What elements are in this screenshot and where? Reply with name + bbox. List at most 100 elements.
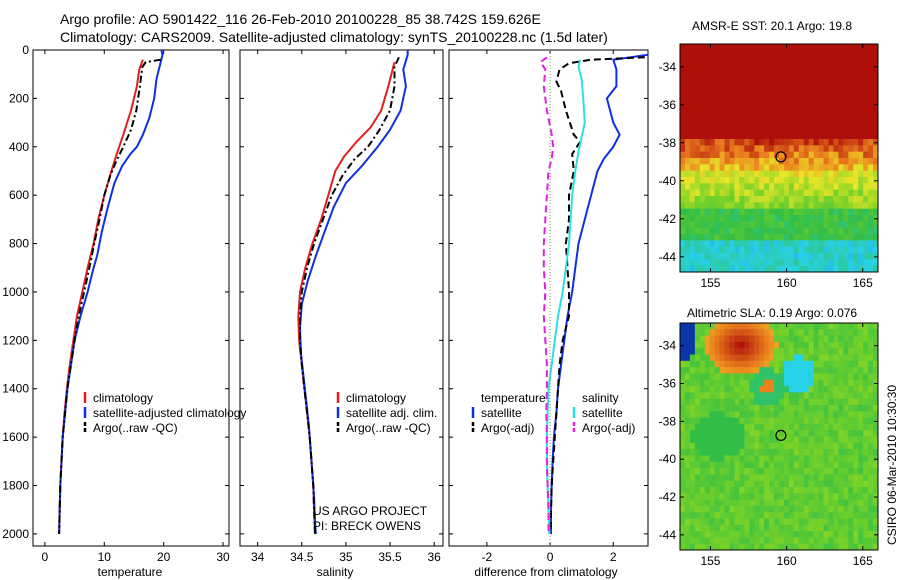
altimetric-sla-map-cell	[749, 404, 755, 412]
altimetric-sla-map-cell	[684, 392, 691, 400]
amsre-sst-map-cell	[853, 253, 859, 260]
altimetric-sla-map-cell	[793, 493, 800, 501]
amsre-sst-map-cell	[689, 69, 696, 77]
amsre-sst-map-cell	[714, 56, 721, 64]
altimetric-sla-map-cell	[818, 461, 825, 469]
amsre-sst-map-cell	[863, 69, 869, 77]
amsre-sst-map-cell	[734, 177, 740, 184]
amsre-sst-map-cell	[719, 94, 726, 102]
altimetric-sla-map-cell	[769, 480, 775, 488]
altimetric-sla-map-cell	[764, 341, 770, 349]
amsre-sst-map-cell	[709, 259, 716, 267]
figure-title-line2: Climatology: CARS2009. Satellite-adjuste…	[60, 29, 608, 45]
altimetric-sla-map-cell	[788, 430, 795, 438]
altimetric-sla-map-cell	[838, 505, 844, 513]
altimetric-sla-map-cell	[783, 398, 790, 406]
amsre-sst-map-cell	[858, 101, 864, 108]
amsre-sst-map-cell	[694, 139, 701, 146]
amsre-sst-map-cell	[808, 158, 815, 165]
altimetric-sla-map-cell	[734, 499, 740, 507]
altimetric-sla-map-cell	[749, 329, 755, 337]
altimetric-sla-map-cell	[699, 455, 706, 463]
amsre-sst-map-cell	[754, 113, 760, 121]
amsre-sst-map-cell	[779, 189, 785, 197]
altimetric-sla-map-cell	[754, 404, 760, 412]
amsre-sst-map-cell	[689, 126, 696, 134]
altimetric-sla-map-cell	[774, 474, 780, 482]
altimetric-sla-map-cell	[788, 468, 795, 475]
altimetric-sla-map-cell	[689, 449, 696, 457]
altimetric-sla-map-cell	[704, 518, 711, 526]
altimetric-sla-map-cell	[808, 493, 815, 501]
amsre-sst-map-cell	[868, 50, 874, 58]
amsre-sst-map-cell	[744, 107, 750, 115]
altimetric-sla-map-cell	[680, 436, 686, 444]
amsre-sst-map-cell	[729, 139, 736, 146]
altimetric-sla-map-cell	[863, 449, 869, 457]
amsre-sst-map-cell	[739, 113, 745, 121]
altimetric-sla-map-cell	[724, 329, 731, 337]
amsre-sst-map-cell	[863, 107, 869, 115]
altimetric-sla-map-cell	[843, 323, 849, 330]
amsre-sst-map-cell	[689, 44, 696, 51]
altimetric-sla-map-cell	[744, 392, 750, 400]
altimetric-sla-map-cell	[684, 499, 691, 507]
amsre-sst-map-cell	[759, 177, 765, 184]
amsre-sst-map-cell	[684, 139, 691, 146]
altimetric-sla-map-cell	[828, 486, 835, 494]
amsre-sst-map-cell	[704, 164, 711, 172]
amsre-sst-map-cell	[764, 196, 770, 203]
amsre-sst-map-cell	[779, 246, 785, 254]
amsre-sst-map-cell	[739, 253, 745, 260]
amsre-sst-map-cell	[868, 215, 874, 222]
amsre-sst-map-cell	[754, 246, 760, 254]
amsre-sst-map-cell	[873, 107, 878, 115]
amsre-sst-map-cell	[769, 227, 775, 235]
altimetric-sla-map-cell	[694, 379, 701, 387]
amsre-sst-map-cell	[759, 101, 765, 108]
amsre-sst-map-cell	[774, 265, 780, 272]
altimetric-sla-map-cell	[744, 335, 750, 343]
amsre-sst-map-cell	[808, 132, 815, 140]
altimetric-sla-map-cell	[754, 512, 760, 520]
amsre-sst-map-cell	[729, 164, 736, 172]
amsre-sst-map-cell	[729, 202, 736, 210]
altimetric-sla-map-cell	[734, 531, 740, 538]
altimetric-sla-map-cell	[818, 455, 825, 463]
amsre-sst-map-cell	[714, 132, 721, 140]
amsre-sst-map-cell	[684, 82, 691, 89]
amsre-sst-map-cell	[774, 50, 780, 58]
amsre-sst-map-cell	[798, 50, 805, 58]
amsre-sst-map-cell	[734, 120, 740, 127]
amsre-sst-map-cell	[853, 183, 859, 191]
amsre-sst-map-cell	[818, 196, 825, 203]
amsre-sst-map-cell	[808, 50, 815, 58]
altimetric-sla-map-cell	[729, 537, 736, 545]
amsre-sst-map-cell	[774, 145, 780, 153]
amsre-sst-map-cell	[779, 113, 785, 121]
amsre-sst-map-cell	[858, 177, 864, 184]
altimetric-sla-map-cell	[868, 468, 874, 475]
altimetric-sla-map-cell	[868, 386, 874, 393]
amsre-sst-map-cell	[734, 139, 740, 146]
altimetric-sla-map-cell	[853, 392, 859, 400]
altimetric-sla-map-cell	[709, 455, 716, 463]
altimetric-sla-map-cell	[684, 474, 691, 482]
amsre-sst-map-cell	[759, 139, 765, 146]
altimetric-sla-map-cell	[734, 386, 740, 393]
amsre-sst-map-cell	[793, 75, 800, 83]
amsre-sst-map-cell	[793, 221, 800, 229]
amsre-sst-map-cell	[808, 120, 815, 127]
amsre-sst-map-cell	[729, 177, 736, 184]
altimetric-sla-map-cell	[724, 442, 731, 450]
altimetric-sla-map-cell	[793, 411, 800, 419]
amsre-sst-map-cell	[838, 94, 844, 102]
altimetric-sla-map-cell	[709, 348, 716, 356]
altimetric-sla-map-cell	[724, 411, 731, 419]
amsre-sst-map-cell	[754, 265, 760, 272]
altimetric-sla-map-cell	[769, 493, 775, 501]
altimetric-sla-map-cell	[714, 404, 721, 412]
altimetric-sla-map-cell	[699, 531, 706, 538]
amsre-sst-map-cell	[734, 94, 740, 102]
altimetric-sla-map-cell	[694, 518, 701, 526]
